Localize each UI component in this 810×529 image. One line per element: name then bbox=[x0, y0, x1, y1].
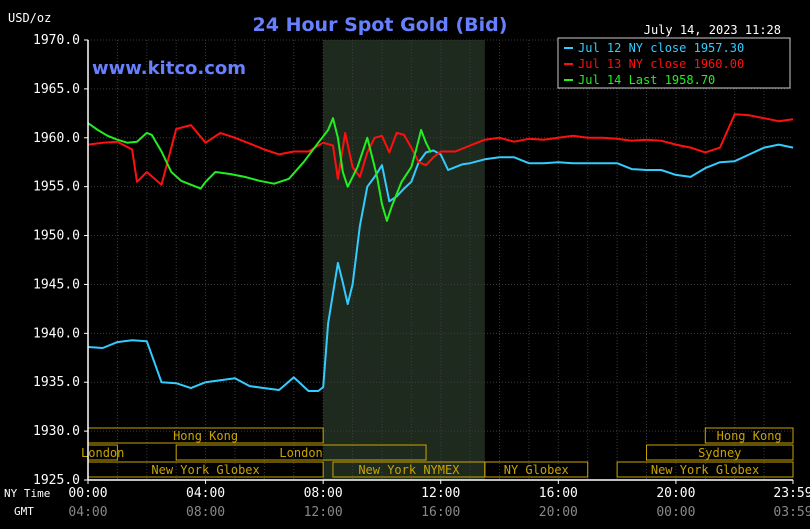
session-label: Hong Kong bbox=[717, 429, 782, 443]
x-tick-label-ny: 20:00 bbox=[656, 486, 695, 501]
y-tick-label: 1965.0 bbox=[33, 82, 80, 97]
chart-timestamp: July 14, 2023 11:28 bbox=[644, 23, 781, 37]
x-tick-label-ny: 08:00 bbox=[304, 486, 343, 501]
session-box bbox=[646, 444, 794, 461]
website-watermark: www.kitco.com bbox=[92, 58, 246, 79]
x-tick-label-gmt: 08:00 bbox=[186, 505, 225, 520]
legend-entry: Jul 14 Last 1958.70 bbox=[578, 73, 715, 87]
y-tick-label: 1930.0 bbox=[33, 424, 80, 439]
series-line-1 bbox=[87, 143, 794, 392]
series-line-2 bbox=[87, 113, 794, 186]
y-axis-unit: USD/oz bbox=[8, 11, 51, 25]
series-line-3 bbox=[87, 117, 432, 222]
nymex-session-shade bbox=[323, 40, 485, 480]
session-label: Sydney bbox=[698, 446, 741, 460]
legend: Jul 12 NY close 1957.30 Jul 13 NY close 1… bbox=[557, 37, 791, 89]
axes: 1970.0 1965.0 1960.0 1955.0 1950.0 1945.0 1940… bbox=[4, 33, 810, 520]
x-tick-label-ny: 12:00 bbox=[421, 486, 460, 501]
chart-title: 24 Hour Spot Gold (Bid) bbox=[253, 14, 508, 36]
session-box bbox=[175, 444, 427, 461]
x-tick-label-ny: 23:59 bbox=[773, 486, 810, 501]
legend-entry: Jul 12 NY close 1957.30 bbox=[578, 41, 744, 55]
session-box bbox=[484, 461, 589, 478]
session-label: Hong Kong bbox=[173, 429, 238, 443]
x-tick-label-gmt: 20:00 bbox=[539, 505, 578, 520]
session-box bbox=[704, 427, 794, 444]
y-tick-label: 1945.0 bbox=[33, 277, 80, 292]
ny-time-row-label: NY Time bbox=[4, 487, 50, 500]
session-label: New York Globex bbox=[651, 463, 759, 477]
price-series bbox=[87, 113, 794, 392]
session-label: London bbox=[279, 446, 322, 460]
x-tick-label-ny: 16:00 bbox=[539, 486, 578, 501]
session-label: New York Globex bbox=[151, 463, 259, 477]
x-tick-label-gmt: 12:00 bbox=[304, 505, 343, 520]
session-label: London bbox=[81, 446, 124, 460]
legend-entry: Jul 13 NY close 1960.00 bbox=[578, 57, 744, 71]
session-label: New York NYMEX bbox=[358, 463, 460, 477]
x-tick-label-gmt: 04:00 bbox=[68, 505, 107, 520]
legend-box bbox=[557, 37, 791, 89]
y-tick-label: 1940.0 bbox=[33, 326, 80, 341]
trading-sessions: Hong Kong Hong Kong London London Sydney New … bbox=[81, 427, 794, 478]
y-tick-label: 1950.0 bbox=[33, 229, 80, 244]
session-box bbox=[616, 461, 794, 478]
y-tick-label: 1960.0 bbox=[33, 131, 80, 146]
x-tick-label-gmt: 00:00 bbox=[656, 505, 695, 520]
x-tick-label-gmt: 03:59 bbox=[773, 505, 810, 520]
y-tick-label: 1935.0 bbox=[33, 375, 80, 390]
session-label: NY Globex bbox=[504, 463, 569, 477]
x-tick-label-ny: 00:00 bbox=[68, 486, 107, 501]
x-tick-label-gmt: 16:00 bbox=[421, 505, 460, 520]
y-tick-label: 1955.0 bbox=[33, 180, 80, 195]
y-tick-label: 1970.0 bbox=[33, 33, 80, 48]
gmt-row-label: GMT bbox=[14, 505, 34, 518]
x-tick-label-ny: 04:00 bbox=[186, 486, 225, 501]
y-tick-label: 1925.0 bbox=[33, 473, 80, 488]
